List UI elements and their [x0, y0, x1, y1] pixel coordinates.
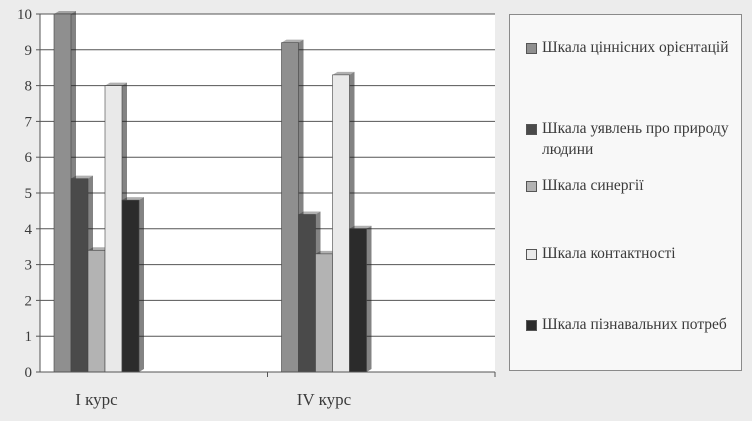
- legend-label: Шкала контактності: [542, 245, 676, 262]
- bar-top: [88, 247, 110, 251]
- bar-top: [122, 197, 144, 201]
- bar: [281, 42, 299, 373]
- legend-swatch: [526, 249, 537, 260]
- bar: [349, 228, 367, 373]
- y-tick-label: 5: [25, 186, 33, 202]
- legend-swatch: [526, 43, 537, 54]
- bar: [70, 178, 89, 373]
- bar-side: [139, 197, 144, 372]
- bar: [87, 249, 106, 373]
- bar: [104, 85, 123, 373]
- y-tick-label: 9: [25, 43, 33, 59]
- legend: Шкала ціннісних орієнтацій Шкала уявлень…: [509, 14, 742, 371]
- bar-top: [281, 39, 304, 43]
- y-tick-label: 7: [25, 114, 33, 130]
- y-tick-label: 3: [25, 258, 33, 274]
- bar-top: [105, 82, 127, 86]
- bar-top: [298, 211, 321, 215]
- bar-top: [54, 11, 76, 14]
- legend-swatch: [526, 124, 537, 135]
- legend-label: Шкала ціннісних орієнтацій: [542, 39, 729, 56]
- y-axis-ticks: 0 1 2 3 4 5 6 7 8 9 10: [17, 7, 40, 381]
- bars-group: [53, 11, 372, 373]
- legend-swatch: [526, 181, 537, 192]
- bar-top: [349, 225, 372, 229]
- bar-top: [332, 71, 355, 75]
- y-tick-label: 8: [25, 79, 33, 95]
- bar-top: [315, 250, 338, 254]
- y-tick-label: 6: [25, 150, 33, 166]
- bar: [315, 253, 333, 373]
- legend-label: Шкала синергії: [542, 177, 644, 194]
- bar: [53, 13, 72, 373]
- y-tick-label: 4: [25, 222, 33, 238]
- bar: [121, 199, 140, 373]
- y-tick-label: 0: [25, 365, 33, 381]
- bar-top: [71, 175, 93, 179]
- bar: [332, 74, 350, 373]
- legend-swatch: [526, 320, 537, 331]
- bar: [298, 214, 316, 373]
- legend-label: Шкала пізнавальних потреб: [542, 316, 727, 333]
- y-tick-label: 2: [25, 293, 33, 309]
- bar-side: [366, 225, 372, 372]
- x-axis-labels: І курс IV курс: [75, 372, 496, 409]
- x-tick-label: І курс: [75, 390, 118, 409]
- y-tick-label: 10: [17, 7, 32, 23]
- y-tick-label: 1: [25, 329, 33, 345]
- x-tick-label: IV курс: [297, 390, 352, 409]
- legend-label: Шкала уявлень про природу людини: [542, 120, 729, 158]
